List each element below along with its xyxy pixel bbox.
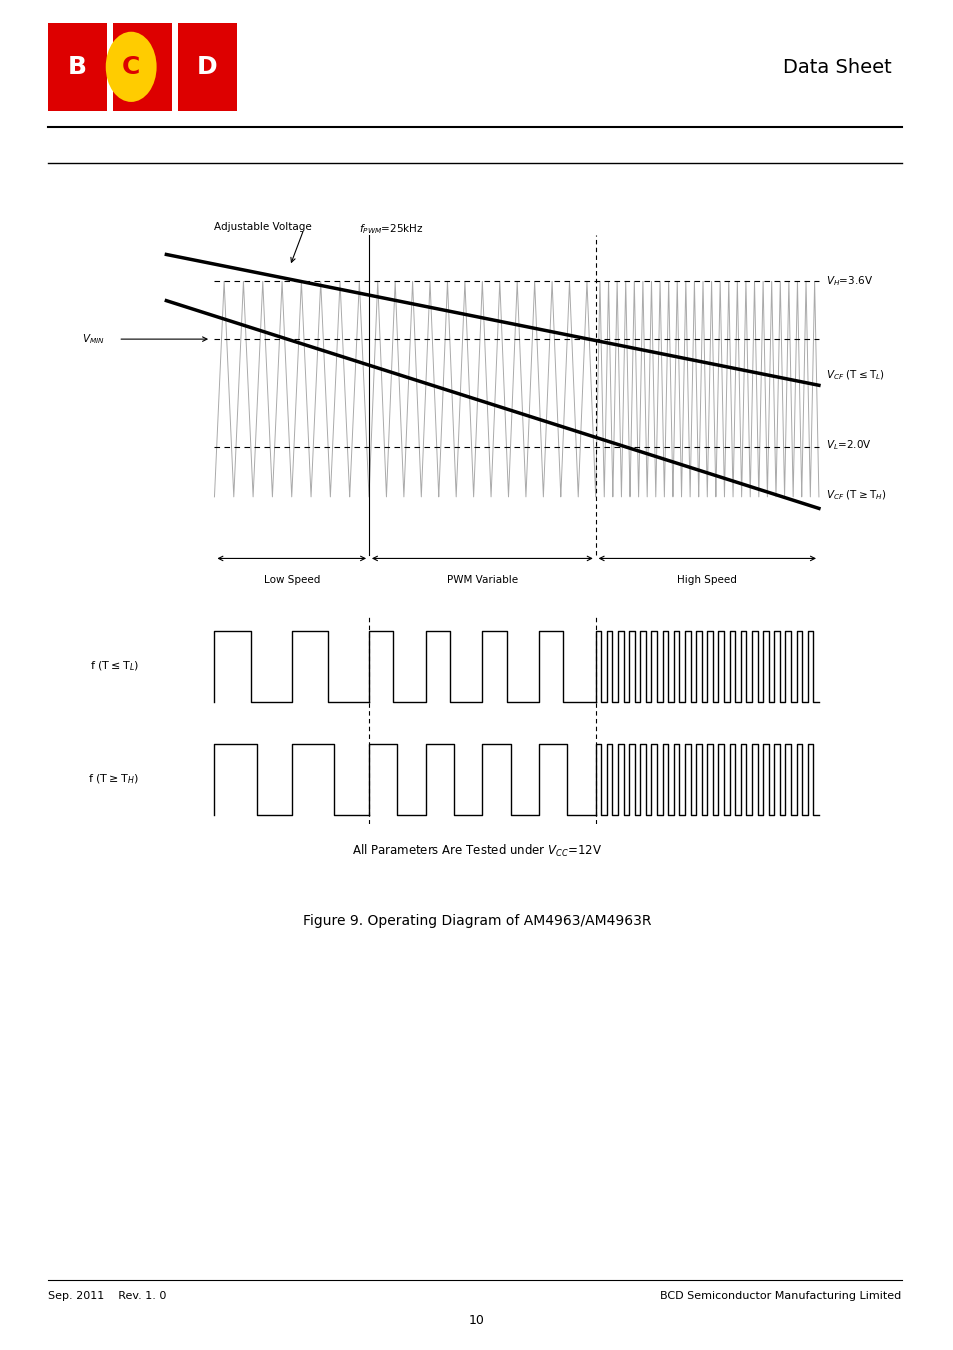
Text: PWM Variable: PWM Variable	[446, 575, 517, 585]
Bar	[48, 23, 107, 111]
Text: $V_H$=3.6V: $V_H$=3.6V	[825, 274, 872, 289]
Text: High Speed: High Speed	[677, 575, 737, 585]
Text: $V_{CF}$ (T$\leq$T$_L$): $V_{CF}$ (T$\leq$T$_L$)	[825, 369, 883, 382]
Text: 10: 10	[469, 1314, 484, 1327]
Text: Adjustable Voltage: Adjustable Voltage	[214, 221, 312, 232]
Text: B: B	[68, 55, 87, 78]
Text: $V_{CF}$ (T$\geq$T$_H$): $V_{CF}$ (T$\geq$T$_H$)	[825, 489, 885, 502]
Text: $f_{PWM}$=25kHz: $f_{PWM}$=25kHz	[358, 221, 423, 235]
Text: $V_{MIN}$: $V_{MIN}$	[82, 332, 105, 346]
Bar	[112, 23, 172, 111]
Text: $V_L$=2.0V: $V_L$=2.0V	[825, 437, 870, 452]
Text: D: D	[197, 55, 217, 78]
Text: Sep. 2011    Rev. 1. 0: Sep. 2011 Rev. 1. 0	[48, 1291, 166, 1301]
Text: Data Sheet: Data Sheet	[782, 58, 891, 77]
Text: f (T$\leq$T$_L$): f (T$\leq$T$_L$)	[90, 660, 139, 674]
Text: C: C	[122, 55, 140, 78]
Text: All Parameters Are Tested under $V_{CC}$=12V: All Parameters Are Tested under $V_{CC}$…	[352, 842, 601, 859]
Bar	[178, 23, 236, 111]
Text: Figure 9. Operating Diagram of AM4963/AM4963R: Figure 9. Operating Diagram of AM4963/AM…	[302, 914, 651, 927]
Text: Low Speed: Low Speed	[263, 575, 319, 585]
Text: BCD Semiconductor Manufacturing Limited: BCD Semiconductor Manufacturing Limited	[659, 1291, 901, 1301]
Text: f (T$\geq$T$_H$): f (T$\geq$T$_H$)	[88, 772, 139, 786]
Ellipse shape	[106, 31, 156, 103]
